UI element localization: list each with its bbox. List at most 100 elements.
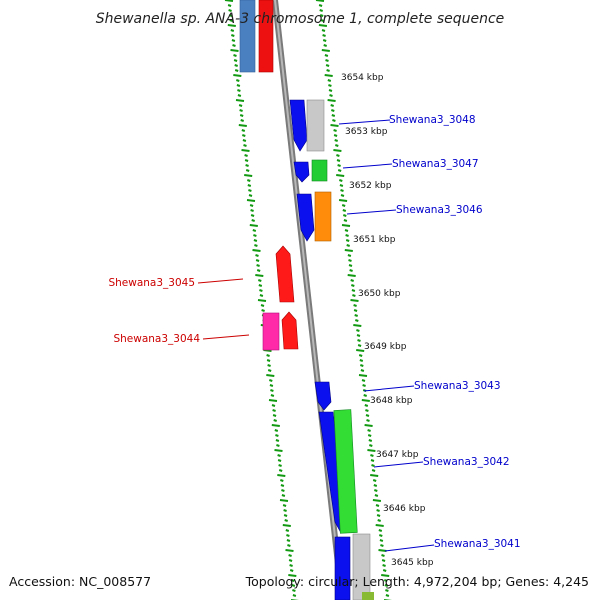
outer-tick-ring-tick bbox=[357, 339, 361, 342]
inner-tick-ring-tick bbox=[252, 229, 257, 232]
inner-tick-ring-tick bbox=[244, 174, 253, 177]
outer-tick-ring-tick bbox=[370, 474, 379, 477]
inner-tick-ring-tick bbox=[228, 9, 232, 12]
kbp-label-3646: 3646 kbp bbox=[383, 504, 426, 514]
inner-tick-ring-tick bbox=[268, 379, 273, 382]
outer-tick-ring-tick bbox=[365, 414, 370, 417]
inner-tick-ring-tick bbox=[280, 484, 285, 487]
outer-tick-ring-tick bbox=[376, 509, 380, 512]
gene-label-shewana3-3041: Shewana3_3041 bbox=[434, 538, 521, 550]
kbp-label-3648: 3648 kbp bbox=[370, 396, 413, 406]
inner-tick-ring-tick bbox=[289, 564, 293, 567]
inner-tick-ring-tick bbox=[285, 529, 290, 532]
outer-tick-ring-tick bbox=[357, 344, 362, 347]
outer-tick-ring-tick bbox=[361, 399, 370, 402]
outer-tick-ring-tick bbox=[368, 444, 373, 447]
map-title: Shewanella sp. ANA-3 chromosome 1, compl… bbox=[96, 11, 505, 27]
outer-tick-ring-tick bbox=[374, 494, 379, 497]
gene-block-shewana3-3045 bbox=[275, 245, 295, 303]
inner-tick-ring-tick bbox=[288, 559, 293, 562]
outer-tick-ring-tick bbox=[378, 529, 383, 532]
outer-tick-ring-tick bbox=[364, 404, 369, 407]
outer-tick-ring-tick bbox=[324, 54, 329, 57]
leader-shewana3-3044 bbox=[202, 334, 250, 340]
outer-tick-ring-tick bbox=[364, 424, 373, 427]
leader-shewana3-3048 bbox=[338, 119, 391, 125]
inner-tick-ring-tick bbox=[238, 124, 247, 127]
inner-tick-ring-tick bbox=[237, 89, 241, 92]
inner-tick-ring-tick bbox=[266, 354, 270, 357]
inner-tick-ring-tick bbox=[246, 199, 256, 202]
outer-tick-ring-tick bbox=[340, 194, 345, 197]
outer-tick-ring-tick bbox=[322, 34, 326, 37]
inner-tick-ring-tick bbox=[270, 394, 275, 397]
outer-tick-ring-tick bbox=[344, 229, 349, 232]
outer-tick-ring-tick bbox=[381, 559, 386, 562]
inner-tick-ring-tick bbox=[242, 139, 247, 142]
outer-tick-ring-tick bbox=[330, 124, 339, 127]
inner-tick-ring-tick bbox=[245, 164, 249, 167]
inner-tick-ring-tick bbox=[249, 204, 254, 207]
inner-tick-ring-tick bbox=[248, 189, 252, 192]
outer-tick-ring-tick bbox=[337, 169, 342, 172]
inner-tick-ring-tick bbox=[247, 184, 252, 187]
outer-tick-ring-tick bbox=[366, 419, 370, 422]
outer-tick-ring-tick bbox=[372, 499, 382, 502]
inner-tick-ring-tick bbox=[257, 299, 267, 302]
outer-tick-ring-tick bbox=[365, 409, 369, 412]
inner-tick-ring-tick bbox=[255, 259, 260, 262]
gene-block-shewana3-3047-blue bbox=[293, 161, 310, 183]
inner-tick-ring-tick bbox=[277, 474, 286, 477]
inner-tick-ring-tick bbox=[290, 579, 295, 582]
inner-tick-ring-tick bbox=[255, 274, 264, 277]
inner-tick-ring-tick bbox=[277, 454, 281, 457]
inner-tick-ring-tick bbox=[238, 104, 243, 107]
outer-tick-ring-tick bbox=[347, 274, 356, 277]
inner-tick-ring-tick bbox=[258, 284, 263, 287]
gene-block-bottom-olive bbox=[362, 592, 374, 600]
outer-tick-ring-tick bbox=[333, 134, 338, 137]
outer-tick-ring-tick bbox=[368, 439, 373, 442]
outer-tick-ring-tick bbox=[379, 539, 384, 542]
inner-tick-ring-tick bbox=[233, 59, 238, 62]
outer-tick-ring-tick bbox=[330, 109, 335, 112]
outer-tick-ring-tick bbox=[325, 59, 329, 62]
inner-tick-ring-tick bbox=[292, 594, 297, 597]
gene-labels: Shewana3_3048 Shewana3_3047 Shewana3_304… bbox=[108, 114, 520, 550]
gene-leader-lines bbox=[197, 119, 435, 552]
inner-tick-ring-tick bbox=[282, 504, 287, 507]
outer-tick-ring-tick bbox=[337, 164, 341, 167]
inner-tick-ring-tick bbox=[287, 544, 291, 547]
inner-tick-ring-tick bbox=[283, 509, 287, 512]
outer-tick-ring-tick bbox=[383, 579, 388, 582]
outer-tick-ring-tick bbox=[372, 479, 377, 482]
inner-tick-ring-tick bbox=[244, 154, 248, 157]
outer-tick-ring-tick bbox=[341, 224, 351, 227]
outer-tick-ring-tick bbox=[325, 64, 330, 67]
outer-tick-ring-tick bbox=[356, 329, 360, 332]
kbp-label-3653: 3653 kbp bbox=[345, 127, 388, 137]
outer-tick-ring-tick bbox=[318, 24, 328, 27]
outer-tick-ring-tick bbox=[336, 174, 345, 177]
inner-tick-ring-tick bbox=[256, 264, 260, 267]
inner-tick-ring-tick bbox=[255, 254, 259, 257]
inner-tick-ring-tick bbox=[227, 4, 232, 7]
inner-tick-ring-tick bbox=[246, 179, 251, 182]
kbp-label-3652: 3652 kbp bbox=[349, 181, 392, 191]
inner-tick-ring-tick bbox=[252, 249, 261, 252]
outer-tick-ring-tick bbox=[350, 299, 359, 302]
outer-tick-ring-tick bbox=[338, 179, 343, 182]
inner-tick-ring-tick bbox=[254, 244, 258, 247]
outer-tick-ring-tick bbox=[344, 249, 353, 252]
inner-tick-ring-tick bbox=[239, 109, 243, 112]
outer-tick-ring-tick bbox=[324, 74, 333, 77]
outer-tick-ring-tick bbox=[373, 484, 378, 487]
gene-block-shewana3-3044-red bbox=[281, 311, 299, 350]
outer-tick-ring-tick bbox=[359, 364, 364, 367]
outer-tick-ring-tick bbox=[375, 504, 380, 507]
gene-label-shewana3-3048: Shewana3_3048 bbox=[389, 114, 476, 126]
outer-tick-ring-tick bbox=[327, 99, 336, 102]
accession-text: Accession: NC_008577 bbox=[9, 574, 151, 589]
outer-tick-ring-tick bbox=[385, 589, 389, 592]
